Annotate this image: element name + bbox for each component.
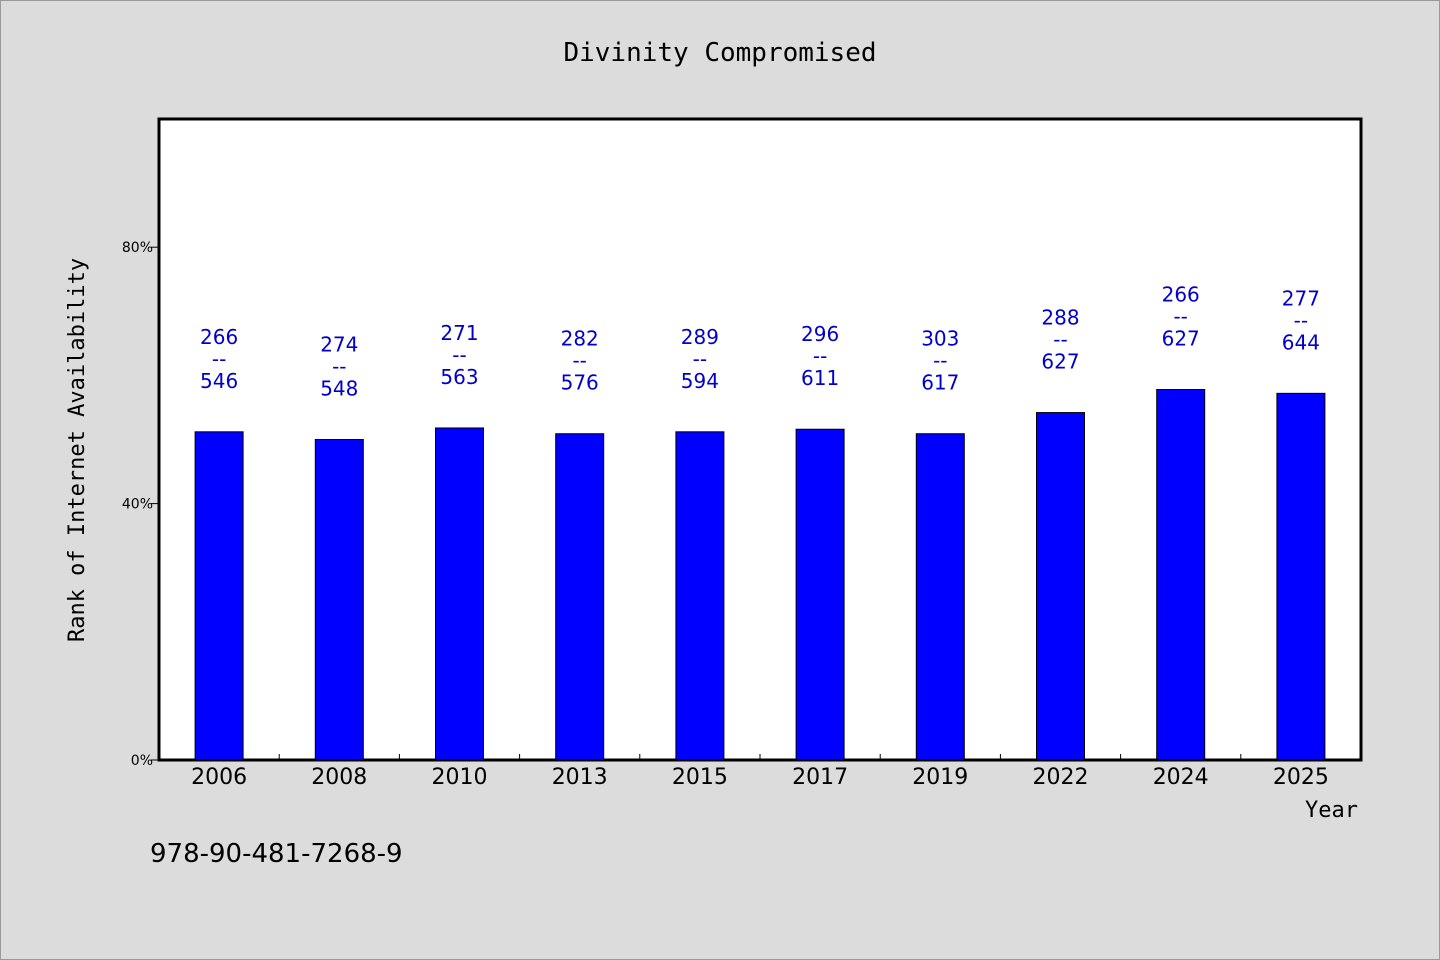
data-label-bottom: 594	[681, 369, 719, 393]
y-tick-label: 0%	[131, 753, 153, 769]
isbn-text: 978-90-481-7268-9	[150, 839, 403, 869]
data-label-separator: --	[452, 343, 466, 367]
data-label-bottom: 627	[1041, 350, 1079, 374]
data-label-top: 303	[921, 327, 959, 351]
data-label-bottom: 546	[200, 369, 238, 393]
data-label-bottom: 617	[921, 371, 959, 395]
data-label-bottom: 548	[320, 377, 358, 401]
x-tick-label: 2015	[672, 765, 728, 790]
bar	[795, 428, 845, 761]
bar	[1276, 392, 1326, 761]
x-tick-label: 2019	[912, 765, 968, 790]
data-labels: 266--546274--548271--563282--576289--594…	[200, 283, 1320, 401]
x-tick-label: 2025	[1273, 765, 1329, 790]
data-label-separator: --	[693, 347, 707, 371]
data-label-separator: --	[1294, 308, 1308, 332]
x-tick-label: 2006	[191, 765, 247, 790]
bar	[675, 431, 725, 761]
x-axis-title: Year	[1305, 798, 1358, 823]
y-axis-ticks: 0% 40% 80%	[122, 240, 159, 769]
data-label-separator: --	[572, 349, 586, 373]
x-tick-label: 2008	[311, 765, 367, 790]
data-label-bottom: 563	[440, 365, 478, 389]
data-label-top: 266	[1162, 283, 1200, 307]
data-label-top: 277	[1282, 286, 1320, 310]
bars	[194, 389, 1326, 761]
data-label-separator: --	[332, 355, 346, 379]
data-label-top: 289	[681, 325, 719, 349]
data-label-top: 266	[200, 325, 238, 349]
bar	[555, 433, 605, 761]
data-label-separator: --	[1053, 328, 1067, 352]
data-label-bottom: 644	[1282, 330, 1320, 354]
data-label-top: 282	[561, 327, 599, 351]
bar	[314, 439, 364, 761]
x-tick-label: 2024	[1153, 765, 1209, 790]
chart-title: Divinity Compromised	[563, 38, 876, 68]
data-label-separator: --	[813, 344, 827, 368]
data-label-bottom: 576	[561, 371, 599, 395]
y-tick-label: 40%	[122, 497, 153, 513]
data-label-bottom: 627	[1162, 327, 1200, 351]
data-label-top: 296	[801, 322, 839, 346]
bar	[1156, 389, 1206, 761]
bar	[1036, 412, 1085, 761]
bar	[915, 433, 965, 761]
data-label-separator: --	[1173, 305, 1187, 329]
bar	[435, 427, 484, 761]
data-label-separator: --	[933, 349, 947, 373]
data-label-top: 271	[440, 321, 478, 345]
data-label-top: 288	[1041, 306, 1079, 330]
x-tick-label: 2017	[792, 765, 848, 790]
data-label-top: 274	[320, 333, 358, 357]
y-tick-label: 80%	[122, 240, 153, 256]
y-axis-title: Rank of Internet Availability	[65, 258, 90, 642]
data-label-separator: --	[212, 347, 226, 371]
data-label-bottom: 611	[801, 366, 839, 390]
x-tick-label: 2013	[552, 765, 608, 790]
x-tick-label: 2010	[432, 765, 488, 790]
bar	[194, 431, 244, 761]
x-tick-label: 2022	[1033, 765, 1089, 790]
x-axis-ticks: 2006 2008 2010 2013 2015 2017 2019 2022 2024 2025	[191, 754, 1329, 790]
